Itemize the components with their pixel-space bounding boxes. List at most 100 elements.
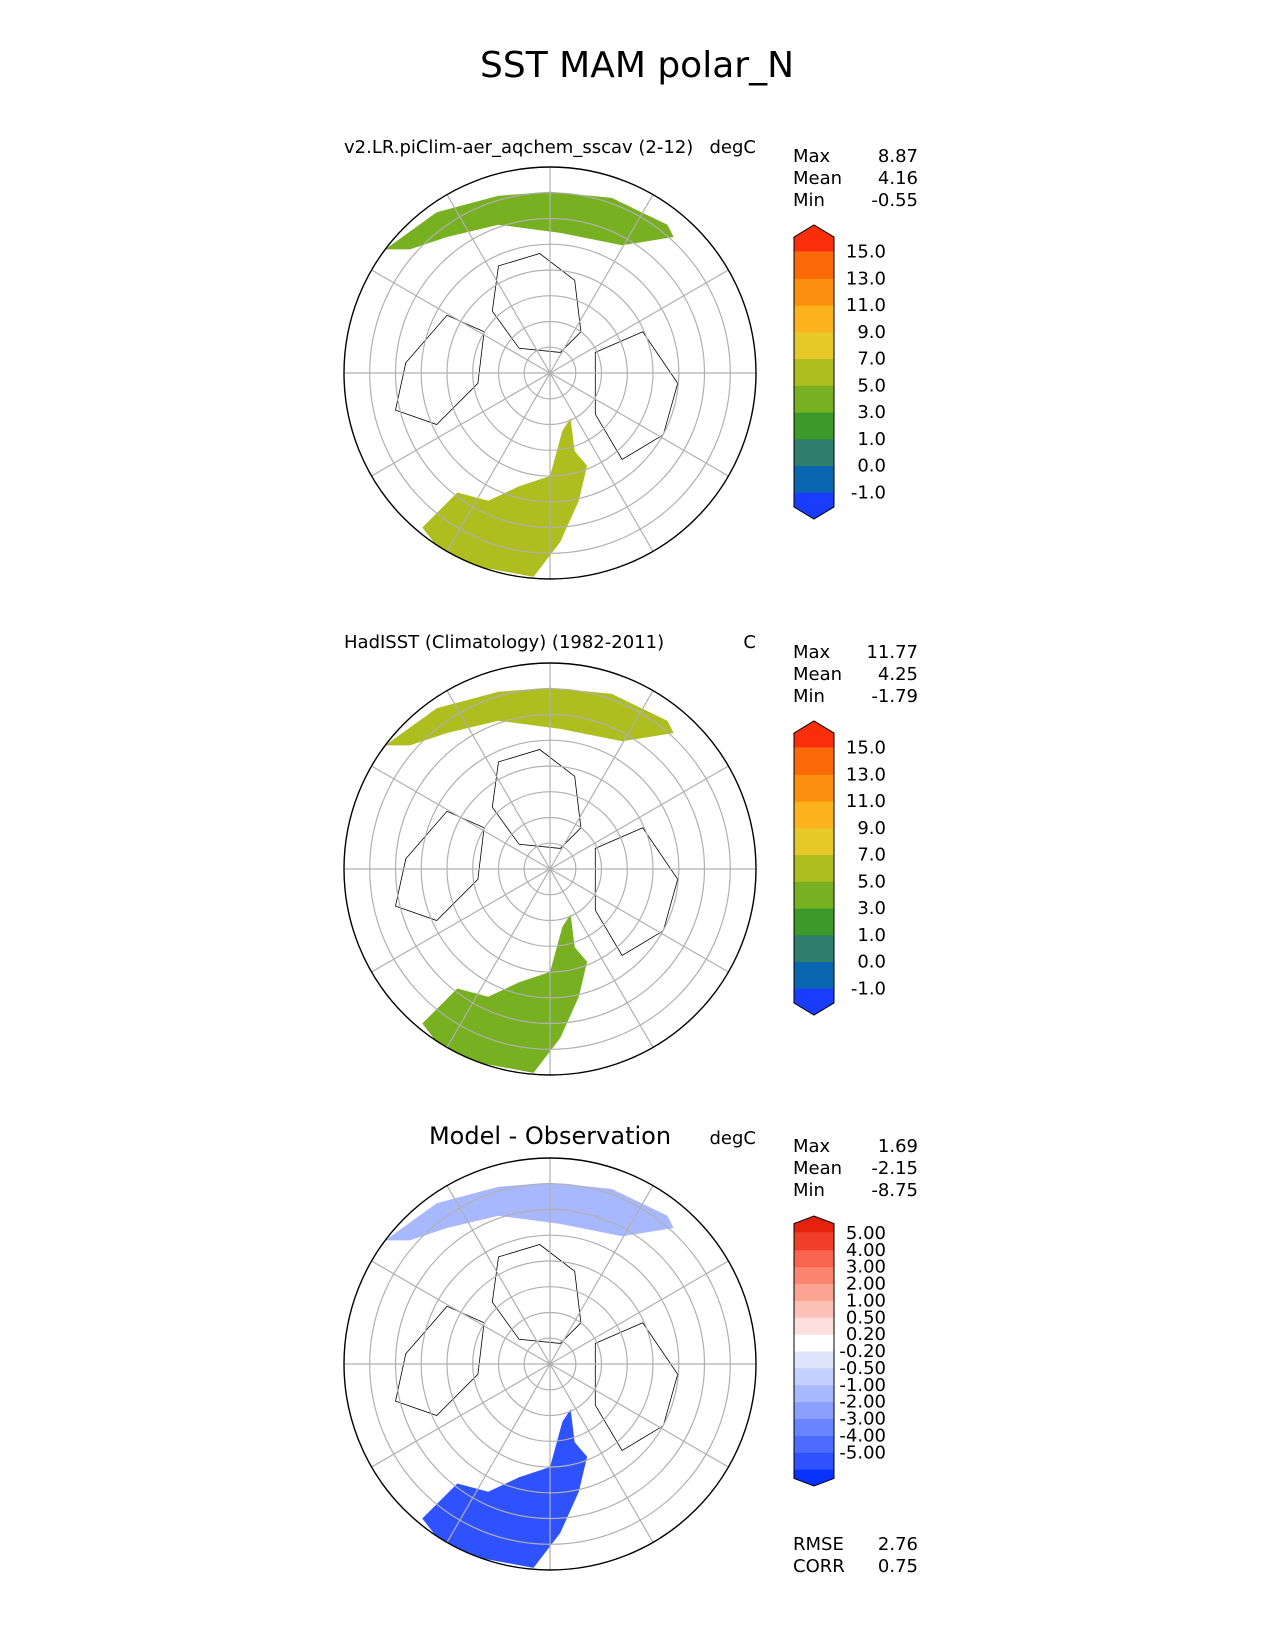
colorbar-segment <box>794 827 834 856</box>
meridian-gridline <box>446 1185 551 1365</box>
colorbar-tick-label: 13.0 <box>846 764 886 785</box>
colorbar-tick-label: 0.50 <box>846 1307 886 1328</box>
coastline <box>491 1244 582 1344</box>
colorbar-segment <box>794 774 834 802</box>
meridian-gridline <box>446 194 551 374</box>
colorbar-segment <box>794 1317 834 1335</box>
coastline <box>594 331 679 461</box>
colorbar-tick-label: 2.00 <box>846 1274 886 1295</box>
colorbar-tick-label: 9.0 <box>857 818 886 839</box>
colorbar-tick-label: 1.0 <box>857 925 886 946</box>
colorbar-segment <box>794 961 834 989</box>
colorbar-segment <box>794 1367 834 1386</box>
colorbar-tick-label: -1.0 <box>851 978 886 999</box>
colorbar-segment <box>794 934 834 962</box>
stat-label: Max <box>793 1136 831 1157</box>
panel-title: HadISST (Climatology) (1982-2011) <box>344 632 664 653</box>
colorbar-tick-label: -4.00 <box>839 1425 886 1446</box>
coastline <box>395 1305 485 1416</box>
meridian-gridline <box>549 1185 654 1365</box>
footer-stat-label: RMSE <box>793 1534 844 1555</box>
panel-2: HadISST (Climatology) (1982-2011) C Max 11.… <box>343 632 918 1076</box>
colorbar-segment <box>794 251 834 279</box>
colorbar: 15.0 13.0 11.0 9.0 7.0 5.0 3.0 1.0 0.0 -1.0 <box>793 720 886 1016</box>
footer-stat-value: 0.75 <box>878 1556 918 1577</box>
colorbar-segment <box>794 1351 834 1369</box>
meridian-gridline <box>549 1363 654 1543</box>
map-area <box>344 1158 756 1570</box>
map-frame <box>343 1157 757 1571</box>
map-area <box>344 663 756 1075</box>
stat-value: 4.25 <box>878 664 918 685</box>
stat-label: Mean <box>793 664 842 685</box>
colorbar-segment <box>794 305 834 333</box>
meridian-gridline <box>549 372 729 477</box>
colorbar-tick-label: 7.0 <box>857 845 886 866</box>
meridian-gridline <box>446 868 551 1048</box>
colorbar-segment <box>794 1418 834 1436</box>
stat-value: -0.55 <box>871 190 918 211</box>
meridian-gridline <box>549 269 729 374</box>
colorbar-segment <box>794 1266 834 1284</box>
stat-value: 1.69 <box>878 1136 918 1157</box>
meridian-gridline <box>549 868 654 1048</box>
meridian-gridline <box>549 1260 729 1365</box>
meridian-gridline <box>549 868 729 973</box>
field-region <box>385 1182 674 1241</box>
coastline <box>594 1322 679 1452</box>
meridian-gridline <box>371 765 551 870</box>
colorbar-tick-label: 0.0 <box>857 456 886 477</box>
colorbar-segment <box>794 1401 834 1419</box>
units-label: degC <box>710 137 757 158</box>
colorbar-segment <box>794 331 834 360</box>
colorbar-tick-label: -0.50 <box>839 1358 886 1379</box>
colorbar-tick-label: 3.0 <box>857 402 886 423</box>
stat-label: Mean <box>793 1158 842 1179</box>
colorbar-tick-label: -3.00 <box>839 1409 886 1430</box>
colorbar-segment <box>794 1283 834 1301</box>
colorbar-tick-label: 13.0 <box>846 268 886 289</box>
meridian-gridline <box>371 269 551 374</box>
stat-label: Min <box>793 686 825 707</box>
footer-stat-label: CORR <box>793 1556 845 1577</box>
colorbar-tick-label: 3.0 <box>857 898 886 919</box>
colorbar-segment <box>794 908 834 936</box>
meridian-gridline <box>446 690 551 870</box>
colorbar-tick-label: 0.20 <box>846 1324 886 1345</box>
panels: v2.LR.piClim-aer_aqchem_sscav (2-12) degC… <box>343 137 918 1577</box>
colorbar-segment <box>794 988 834 1015</box>
stat-label: Min <box>793 1180 825 1201</box>
meridian-gridline <box>549 1363 729 1468</box>
colorbar-tick-label: -1.0 <box>851 482 886 503</box>
stat-value: -8.75 <box>871 1180 918 1201</box>
stat-value: 11.77 <box>866 642 918 663</box>
meridian-gridline <box>371 1363 551 1468</box>
coastline <box>491 749 582 849</box>
colorbar-segment <box>794 385 834 413</box>
coastline <box>491 253 582 353</box>
colorbar-segment <box>794 465 834 493</box>
stat-value: -2.15 <box>871 1158 918 1179</box>
map-frame <box>343 166 757 580</box>
coastline <box>395 810 485 921</box>
stat-value: 8.87 <box>878 146 918 167</box>
colorbar-tick-label: 15.0 <box>846 242 886 263</box>
stat-value: -1.79 <box>871 686 918 707</box>
colorbar-tick-label: 0.0 <box>857 952 886 973</box>
colorbar-segment <box>794 1300 834 1318</box>
meridian-gridline <box>446 1363 551 1543</box>
colorbar-tick-label: 11.0 <box>846 791 886 812</box>
coastline <box>594 827 679 957</box>
units-label: C <box>743 632 756 653</box>
colorbar: 5.004.003.002.001.000.500.20-0.20-0.50-1… <box>793 1215 886 1487</box>
colorbar-outline <box>793 1215 835 1487</box>
colorbar-segment <box>794 1334 834 1352</box>
colorbar-tick-label: 11.0 <box>846 295 886 316</box>
panel-title: v2.LR.piClim-aer_aqchem_sscav (2-12) <box>344 137 693 158</box>
colorbar-segment <box>794 801 834 829</box>
stat-label: Max <box>793 146 831 167</box>
stat-label: Max <box>793 642 831 663</box>
map-frame <box>343 662 757 1076</box>
colorbar-tick-label: 7.0 <box>857 349 886 370</box>
